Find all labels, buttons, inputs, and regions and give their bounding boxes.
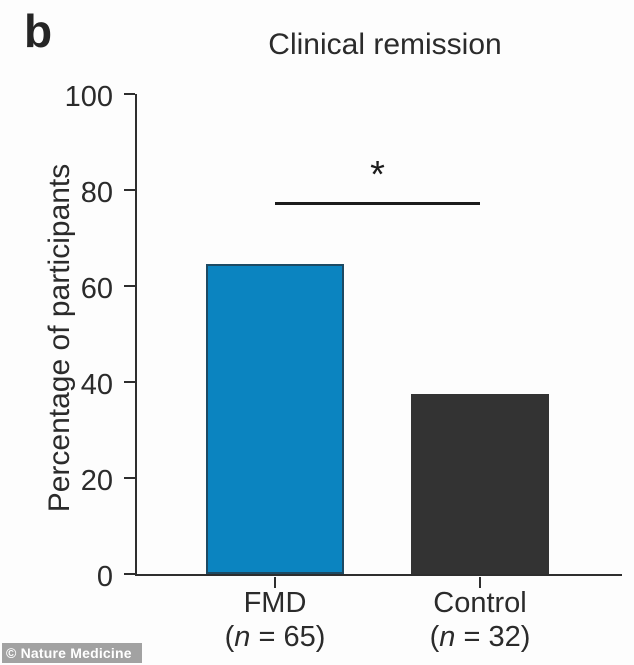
y-tick-mark-80	[123, 188, 135, 192]
y-tick-mark-60	[123, 284, 135, 288]
x-tick-fmd	[273, 577, 277, 588]
y-axis-label: Percentage of participants	[43, 163, 76, 513]
bar-control	[411, 394, 549, 574]
y-tick-label-40: 40	[80, 369, 113, 401]
y-tick-label-60: 60	[80, 273, 113, 305]
y-tick-mark-40	[123, 380, 135, 384]
x-category-fmd-label: FMD	[243, 587, 307, 619]
significance-bracket: *	[275, 156, 480, 205]
y-tick-mark-100	[123, 92, 135, 96]
y-tick-label-0: 0	[96, 561, 113, 593]
y-tick-label-80: 80	[80, 177, 113, 209]
bar-fmd	[206, 264, 344, 574]
y-tick-label-20: 20	[80, 465, 113, 497]
x-category-control-label: Control	[433, 587, 527, 619]
y-tick-mark-0	[123, 572, 135, 576]
significance-line	[275, 202, 480, 205]
plot-area: 0 20 40 60 80 100 * FMD (n = 65) Control (n =…	[65, 83, 622, 653]
x-tick-control	[478, 577, 482, 588]
y-tick-mark-20	[123, 476, 135, 480]
panel-label: b	[24, 5, 53, 57]
publisher-watermark: © Nature Medicine	[2, 643, 142, 663]
x-category-fmd-n: (n = 65)	[224, 621, 326, 653]
x-category-control: Control (n = 32)	[380, 586, 580, 654]
y-tick-label-100: 100	[64, 81, 113, 113]
x-category-control-n: (n = 32)	[429, 621, 531, 653]
x-category-fmd: FMD (n = 65)	[175, 586, 375, 654]
significance-asterisk: *	[370, 154, 385, 196]
chart-title: Clinical remission	[268, 28, 502, 61]
